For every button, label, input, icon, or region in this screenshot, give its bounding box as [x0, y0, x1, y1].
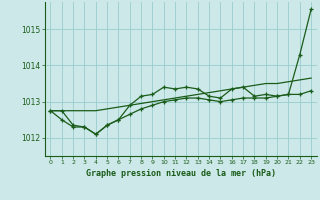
- X-axis label: Graphe pression niveau de la mer (hPa): Graphe pression niveau de la mer (hPa): [86, 169, 276, 178]
